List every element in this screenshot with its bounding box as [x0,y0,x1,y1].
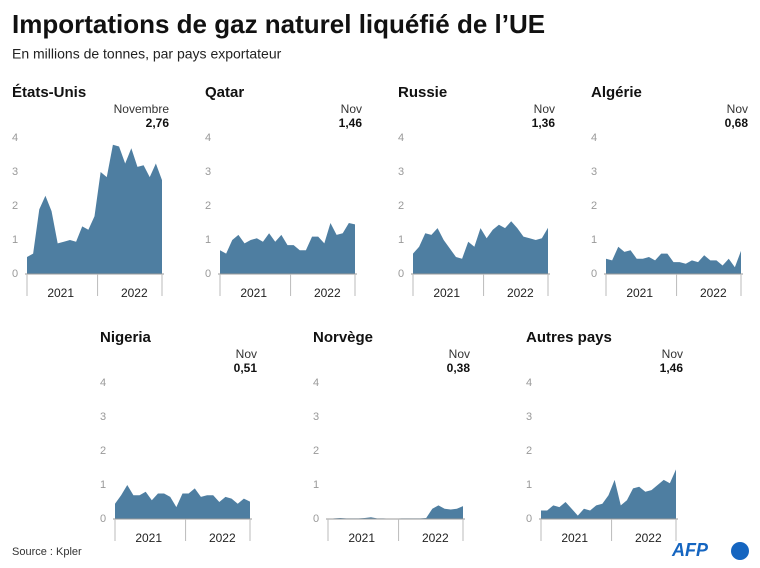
x-tick-label: 2021 [240,286,267,300]
x-tick-label: 2021 [561,531,588,545]
panel-title: États-Unis [12,84,86,101]
x-tick-label: 2022 [635,531,662,545]
value-label: 2,76 [146,116,170,130]
y-tick-label: 2 [205,200,211,212]
y-tick-label: 1 [313,479,319,491]
x-tick-label: 2022 [700,286,727,300]
value-label: 1,36 [532,116,556,130]
y-tick-label: 4 [526,377,532,389]
y-tick-label: 3 [398,166,404,178]
area [115,485,250,519]
x-tick-label: 2022 [209,531,236,545]
y-tick-label: 3 [100,411,106,423]
y-tick-label: 2 [526,445,532,457]
y-tick-label: 4 [398,132,404,144]
area [413,221,548,274]
y-tick-label: 3 [313,411,319,423]
y-tick-label: 4 [313,377,319,389]
y-tick-label: 2 [398,200,404,212]
area [606,246,741,274]
y-tick-label: 2 [12,200,18,212]
annotation-month: Nov [534,102,555,116]
area [27,144,162,274]
logo-dot [731,542,749,560]
y-tick-label: 1 [398,234,404,246]
annotation-month: Nov [449,347,470,361]
y-tick-label: 1 [12,234,18,246]
y-tick-label: 3 [12,166,18,178]
y-tick-label: 0 [12,268,18,280]
y-tick-label: 0 [100,513,106,525]
y-tick-label: 4 [100,377,106,389]
y-tick-label: 1 [526,479,532,491]
panel-title: Russie [398,84,447,101]
annotation-month: Nov [727,102,748,116]
x-tick-label: 2021 [433,286,460,300]
y-tick-label: 2 [591,200,597,212]
value-label: 1,46 [339,116,363,130]
panel-title: Autres pays [526,329,612,346]
y-tick-label: 4 [12,132,18,144]
x-tick-label: 2022 [507,286,534,300]
area [220,223,355,274]
annotation-month: Nov [236,347,257,361]
value-label: 0,51 [234,361,258,375]
x-tick-label: 2021 [626,286,653,300]
x-tick-label: 2022 [422,531,449,545]
panel-title: Qatar [205,84,244,101]
y-tick-label: 3 [591,166,597,178]
y-tick-label: 2 [100,445,106,457]
y-tick-label: 0 [205,268,211,280]
x-tick-label: 2022 [314,286,341,300]
x-tick-label: 2021 [135,531,162,545]
panel-title: Nigeria [100,329,152,346]
panel-title: Algérie [591,84,642,101]
page-title: Importations de gaz naturel liquéfié de … [12,9,545,39]
y-tick-label: 3 [526,411,532,423]
y-tick-label: 3 [205,166,211,178]
source: Source : Kpler [12,546,82,558]
credit: AFP [671,540,709,560]
area [541,469,676,519]
x-tick-label: 2021 [47,286,74,300]
x-tick-label: 2021 [348,531,375,545]
y-tick-label: 4 [205,132,211,144]
area [328,505,463,519]
x-tick-label: 2022 [121,286,148,300]
y-tick-label: 0 [591,268,597,280]
y-tick-label: 0 [526,513,532,525]
y-tick-label: 1 [100,479,106,491]
y-tick-label: 2 [313,445,319,457]
panel-title: Norvège [313,329,373,346]
y-tick-label: 1 [205,234,211,246]
value-label: 1,46 [660,361,684,375]
y-tick-label: 0 [398,268,404,280]
y-tick-label: 1 [591,234,597,246]
annotation-month: Novembre [114,102,170,116]
value-label: 0,68 [725,116,749,130]
page-subtitle: En millions de tonnes, par pays exportat… [12,46,282,62]
annotation-month: Nov [662,347,683,361]
annotation-month: Nov [341,102,362,116]
y-tick-label: 0 [313,513,319,525]
value-label: 0,38 [447,361,471,375]
y-tick-label: 4 [591,132,597,144]
